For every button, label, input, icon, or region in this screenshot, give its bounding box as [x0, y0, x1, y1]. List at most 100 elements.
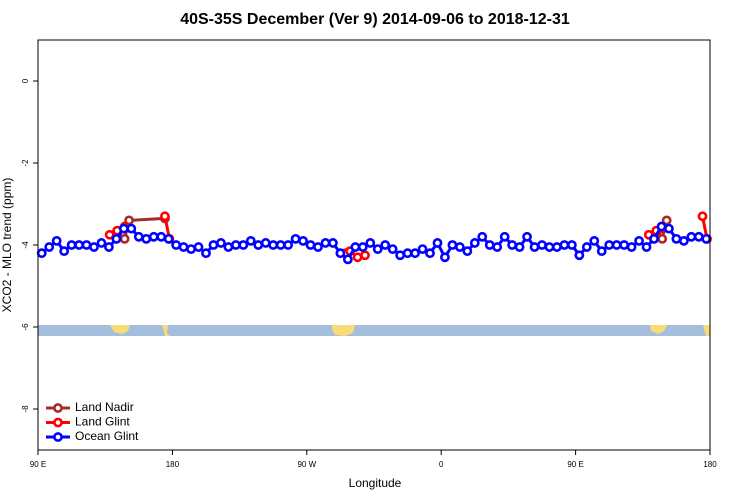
- x-tick-label: 90 E: [567, 460, 583, 469]
- point: [454, 242, 465, 252]
- point: [148, 231, 159, 242]
- point: [118, 223, 129, 234]
- point: [529, 242, 540, 252]
- point: [574, 250, 585, 261]
- point: [350, 242, 361, 252]
- point: [447, 240, 458, 250]
- point: [693, 231, 704, 242]
- point: [119, 233, 130, 244]
- point: [626, 242, 637, 252]
- point: [59, 246, 70, 257]
- point: [111, 233, 122, 244]
- point: [223, 242, 234, 252]
- point: [566, 240, 577, 250]
- point: [619, 240, 630, 250]
- point: [544, 242, 555, 252]
- point: [641, 242, 652, 252]
- point: [507, 240, 518, 250]
- point: [160, 211, 170, 222]
- point: [320, 238, 331, 248]
- point: [328, 238, 338, 248]
- point: [104, 242, 114, 252]
- point: [51, 235, 62, 246]
- x-tick-label: 0: [439, 460, 444, 469]
- point: [634, 235, 644, 246]
- point: [193, 242, 204, 252]
- map-strip: [38, 325, 710, 336]
- point: [365, 238, 376, 248]
- point: [141, 233, 152, 244]
- point: [275, 240, 286, 250]
- point: [36, 248, 47, 259]
- point: [96, 238, 107, 248]
- point: [462, 246, 473, 257]
- point: [216, 238, 226, 248]
- y-tick-label: 0: [21, 78, 30, 83]
- point: [313, 242, 323, 252]
- point: [537, 240, 547, 250]
- point: [342, 254, 353, 265]
- point: [178, 242, 189, 252]
- point: [440, 252, 450, 263]
- point: [661, 215, 672, 226]
- point: [81, 240, 92, 250]
- point: [581, 242, 592, 252]
- point: [701, 233, 712, 244]
- point: [656, 221, 667, 232]
- point: [686, 231, 697, 242]
- point: [589, 235, 600, 246]
- point: [611, 240, 622, 250]
- y-tick-label: -2: [21, 159, 30, 167]
- point: [678, 235, 689, 246]
- point: [469, 238, 480, 248]
- point: [664, 223, 674, 234]
- point: [133, 231, 144, 242]
- x-axis-label: Longitude: [349, 476, 402, 490]
- point: [395, 250, 406, 261]
- point: [163, 233, 174, 244]
- point: [357, 242, 368, 252]
- chart-title: 40S-35S December (Ver 9) 2014-09-06 to 2…: [180, 11, 570, 28]
- point: [417, 244, 428, 254]
- point: [335, 248, 346, 259]
- legend-label: Land Glint: [75, 415, 130, 429]
- point: [238, 240, 249, 250]
- point: [298, 235, 308, 246]
- point: [44, 242, 55, 252]
- point: [186, 244, 196, 254]
- point: [432, 238, 443, 248]
- point: [283, 240, 294, 250]
- point: [124, 215, 134, 226]
- legend-label: Land Nadir: [75, 400, 134, 414]
- point: [372, 244, 383, 254]
- point: [492, 242, 503, 252]
- point: [245, 235, 256, 246]
- x-tick-label: 180: [166, 460, 180, 469]
- point: [208, 240, 219, 250]
- x-tick-label: 90 W: [297, 460, 316, 469]
- point: [522, 231, 532, 242]
- point: [360, 250, 370, 261]
- point: [89, 242, 99, 252]
- point: [425, 248, 435, 259]
- point: [499, 231, 510, 242]
- point: [657, 233, 668, 244]
- point: [305, 240, 316, 250]
- point: [559, 240, 570, 250]
- point: [230, 240, 241, 250]
- point: [201, 248, 211, 259]
- point: [253, 240, 264, 250]
- legend-marker: [53, 417, 63, 428]
- point: [604, 240, 615, 250]
- point: [126, 223, 137, 234]
- x-tick-label: 180: [703, 460, 717, 469]
- legend-label: Ocean Glint: [75, 429, 139, 443]
- point: [514, 242, 525, 252]
- point: [66, 240, 77, 250]
- point: [410, 248, 420, 259]
- point: [484, 240, 495, 250]
- y-axis-label: XCO2 - MLO trend (ppm): [0, 178, 14, 313]
- point: [268, 240, 279, 250]
- point: [290, 233, 301, 244]
